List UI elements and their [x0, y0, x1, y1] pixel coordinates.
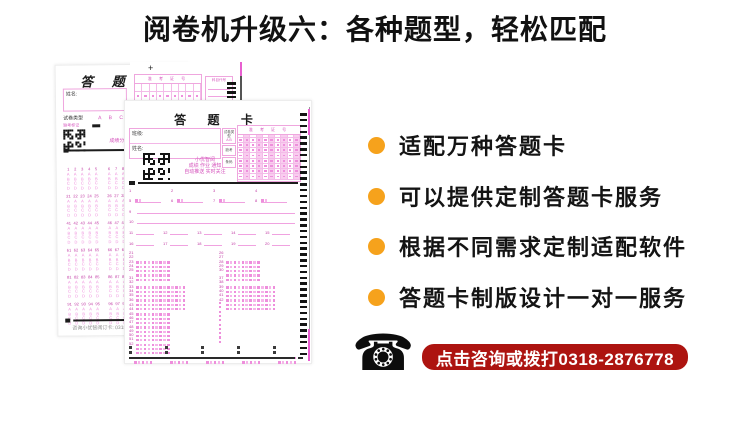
class-label: 班级: [132, 131, 144, 137]
name-label: 姓名: [65, 91, 78, 98]
timing-bar-large [129, 181, 135, 185]
feature-item: 可以提供定制答题卡服务 [368, 180, 663, 212]
edge-line-back-pink [240, 62, 242, 76]
name-field: 姓名: [62, 87, 128, 112]
qr-caption-large: 小优智阅 成绩 作业 通知 自动推送 实时关注 [184, 157, 226, 175]
edge-pink-top [307, 109, 310, 135]
paper-type-label: 试卷类型 [63, 115, 84, 122]
feature-label: 根据不同需求定制适配软件 [399, 235, 688, 260]
fill-note-mark [92, 123, 101, 127]
timing-bar2 [65, 318, 71, 323]
feature-item: 根据不同需求定制适配软件 [368, 230, 687, 262]
sheet-title-large: 答 题 卡 [174, 113, 262, 127]
fill-note: 缺考标记 [63, 122, 80, 128]
page-title: 阅卷机升级六：各种题型，轻松匹配 [142, 14, 607, 45]
answer-sheet-large: 答 题 卡 班级: 姓名: 试卷类型 A B 缺考 条码 准 考 证 号 小优智… [124, 100, 312, 364]
edge-line-right [308, 107, 310, 359]
feature-item: 适配万种答题卡 [368, 129, 567, 161]
bullet-dot [368, 187, 385, 205]
bullet-dot [368, 237, 385, 255]
cta-button[interactable]: 点击咨询或拨打0318-2876778 [422, 344, 688, 370]
feature-label: 答题卡制版设计一对一服务 [399, 286, 688, 311]
class-name-box: 班级: 姓名: [129, 128, 221, 159]
feature-item: 答题卡制版设计一对一服务 [368, 281, 687, 313]
bullet-dot [368, 288, 385, 306]
mini-box-paper-type: 试卷类型 A B [222, 128, 236, 144]
edge-line-back [240, 62, 242, 110]
feature-label: 可以提供定制答题卡服务 [399, 185, 664, 210]
edge-pink-bottom [307, 329, 310, 361]
registration-plus-mark: + [148, 63, 154, 73]
mini-box-barcode: 条码 [222, 157, 236, 168]
timing-marks-back [227, 82, 236, 100]
timing-bar-large-line [138, 182, 298, 184]
telephone-icon[interactable]: ☎ [352, 324, 415, 382]
qr-code-large [143, 153, 170, 180]
exam-number-grid-large: 准 考 证 号 [237, 125, 301, 182]
timing-bar [63, 148, 69, 153]
timing-marks-right [300, 113, 307, 358]
cta-label: 点击咨询或拨打0318-2876778 [435, 349, 675, 369]
mini-box-absent: 缺考 [222, 145, 236, 156]
bottom-line [129, 357, 295, 359]
bullet-dot [368, 136, 385, 154]
name-label-large: 姓名: [132, 146, 144, 152]
question-area: 1 2 3 4 5 6 7 8 9 10 11 12 13 14 15 16 17 18 19 20 21 22 23 24 2… [129, 188, 301, 364]
bottom-line-dash [298, 357, 303, 359]
feature-label: 适配万种答题卡 [399, 134, 568, 159]
